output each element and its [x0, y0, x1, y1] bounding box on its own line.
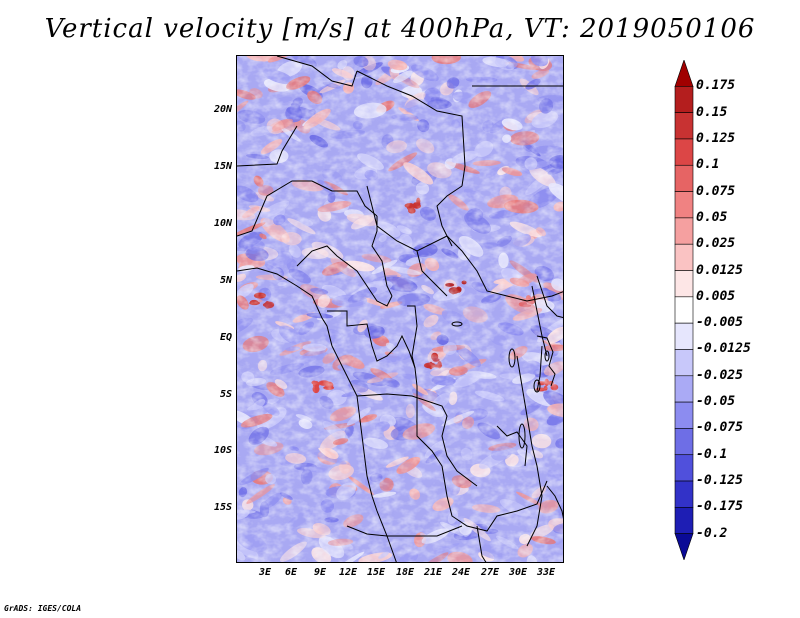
colorbar-label: 0.15: [696, 104, 728, 120]
border-line: [356, 393, 478, 487]
colorbar-segment: [674, 322, 694, 350]
border-line: [331, 345, 358, 397]
lat-label-5s: 5S: [219, 389, 232, 400]
border-line: [516, 355, 543, 547]
lon-label-27e: 27E: [480, 567, 500, 578]
colorbar-label: -0.05: [696, 394, 736, 410]
border-line: [476, 525, 487, 562]
colorbar-label: -0.0125: [696, 341, 751, 357]
colorbar-label: -0.025: [696, 367, 743, 383]
grads-credit: GrADS: IGES/COLA: [4, 604, 82, 613]
colorbar-label: 0.175: [696, 78, 736, 94]
colorbar-segment: [674, 112, 694, 140]
colorbar-segment: [674, 296, 694, 324]
map-title: Vertical velocity [m/s] at 400hPa, VT: 2…: [44, 14, 756, 44]
lat-label-10n: 10N: [213, 218, 232, 229]
lake-outline: [451, 321, 463, 327]
colorbar-segment: [674, 138, 694, 166]
lon-label-3e: 3E: [258, 567, 272, 578]
colorbar-segment: [674, 164, 694, 192]
lat-label-15s: 15S: [213, 502, 232, 513]
border-line: [296, 245, 393, 307]
border-line: [237, 125, 298, 167]
border-line: [407, 305, 418, 369]
border-line: [366, 185, 448, 252]
border-line: [546, 485, 563, 519]
colorbar-label: -0.1: [696, 446, 728, 462]
border-line: [371, 216, 393, 297]
map-plot-area: [236, 55, 564, 563]
lat-label-10s: 10S: [213, 445, 232, 456]
lat-label-20n: 20N: [213, 104, 232, 115]
border-line: [327, 310, 416, 369]
colorbar-label: 0.005: [696, 288, 736, 304]
colorbar-segment: [674, 217, 694, 245]
border-line: [536, 335, 556, 387]
lat-label-eq: EQ: [219, 332, 232, 343]
lake-outline: [518, 423, 526, 449]
border-line: [446, 235, 563, 302]
lat-label-15n: 15N: [213, 161, 232, 172]
colorbar-label: -0.125: [696, 473, 743, 489]
border-line: [416, 250, 448, 297]
border-line: [436, 185, 463, 247]
colorbar-label: -0.005: [696, 315, 743, 331]
colorbar-label: -0.075: [696, 420, 743, 436]
border-line: [346, 525, 463, 537]
colorbar: [674, 60, 694, 560]
colorbar-segment: [674, 507, 694, 534]
lon-label-9e: 9E: [313, 567, 327, 578]
border-line: [536, 345, 543, 392]
colorbar-segment: [674, 349, 694, 377]
colorbar-label: 0.05: [696, 209, 728, 225]
colorbar-label: 0.025: [696, 236, 736, 252]
border-line: [237, 180, 378, 237]
colorbar-label: 0.1: [696, 157, 720, 173]
border-line: [356, 70, 466, 187]
lon-label-15e: 15E: [366, 567, 386, 578]
colorbar-segment: [674, 454, 694, 482]
lon-label-33e: 33E: [536, 567, 556, 578]
border-line: [496, 425, 528, 467]
lake-outline: [508, 348, 516, 368]
colorbar-segment: [674, 533, 694, 560]
border-line: [441, 465, 548, 532]
lon-label-24e: 24E: [451, 567, 471, 578]
lon-label-30e: 30E: [508, 567, 528, 578]
colorbar-label: 0.0125: [696, 262, 743, 278]
colorbar-segment: [674, 480, 694, 508]
border-line: [536, 275, 563, 319]
lake-outline: [533, 379, 541, 393]
lon-label-18e: 18E: [395, 567, 415, 578]
lon-label-21e: 21E: [423, 567, 443, 578]
colorbar-segment: [674, 375, 694, 403]
colorbar-label: 0.125: [696, 130, 736, 146]
colorbar-segment: [674, 401, 694, 429]
colorbar-segment: [674, 60, 694, 87]
lake-outline: [544, 350, 550, 362]
border-line: [414, 367, 443, 467]
colorbar-segment: [674, 243, 694, 271]
lon-label-6e: 6E: [284, 567, 298, 578]
country-borders: [237, 56, 563, 562]
lon-label-12e: 12E: [338, 567, 358, 578]
border-line: [237, 267, 333, 347]
colorbar-label: 0.075: [696, 183, 736, 199]
colorbar-segment: [674, 191, 694, 219]
lat-label-5n: 5N: [219, 275, 232, 286]
map-field: [237, 56, 563, 562]
colorbar-label: -0.175: [696, 499, 743, 515]
colorbar-segment: [674, 86, 694, 113]
colorbar-segment: [674, 428, 694, 456]
colorbar-segment: [674, 270, 694, 298]
border-line: [531, 285, 548, 357]
colorbar-label: -0.2: [696, 525, 728, 541]
border-line: [276, 56, 358, 87]
